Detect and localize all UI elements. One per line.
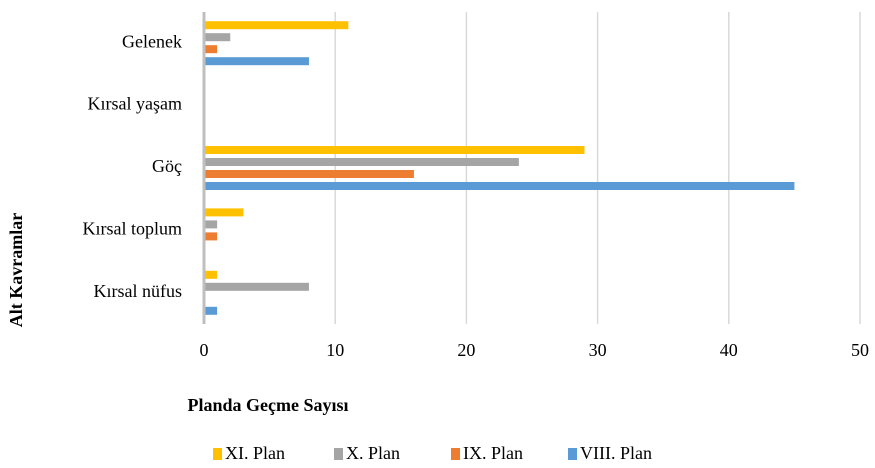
- x-tick-label: 30: [589, 340, 607, 360]
- x-tick-label: 0: [200, 340, 209, 360]
- bar: [204, 182, 795, 190]
- legend-label: XI. Plan: [225, 443, 285, 463]
- bar: [204, 21, 349, 30]
- legend-label: VIII. Plan: [580, 443, 652, 463]
- legend-swatch: [334, 448, 343, 460]
- bar: [204, 282, 309, 291]
- legend-label: X. Plan: [346, 443, 400, 463]
- bar: [204, 57, 309, 66]
- x-tick-label: 50: [851, 340, 869, 360]
- bar: [204, 45, 218, 54]
- y-tick-label: Gelenek: [122, 31, 182, 51]
- legend-label: IX. Plan: [463, 443, 523, 463]
- x-tick-label: 10: [326, 340, 344, 360]
- y-tick-label: Kırsal yaşam: [88, 94, 182, 114]
- x-axis-title: Planda Geçme Sayısı: [188, 395, 349, 415]
- bar: [204, 146, 585, 154]
- y-axis-title: Alt Kavramlar: [6, 213, 26, 327]
- y-tick-label: Kırsal nüfus: [94, 281, 183, 301]
- bar: [204, 270, 218, 279]
- bar: [204, 170, 414, 178]
- bar: [204, 306, 218, 315]
- bar: [204, 158, 519, 166]
- bar: [204, 232, 218, 241]
- bar: [204, 208, 244, 217]
- bar: [204, 220, 218, 229]
- y-tick-label: Kırsal toplum: [83, 219, 183, 239]
- x-tick-label: 40: [720, 340, 738, 360]
- y-tick-label: Göç: [152, 156, 182, 176]
- bar: [204, 33, 231, 42]
- legend-swatch: [213, 448, 222, 460]
- legend-swatch: [451, 448, 460, 460]
- x-tick-label: 20: [457, 340, 475, 360]
- legend-swatch: [568, 448, 577, 460]
